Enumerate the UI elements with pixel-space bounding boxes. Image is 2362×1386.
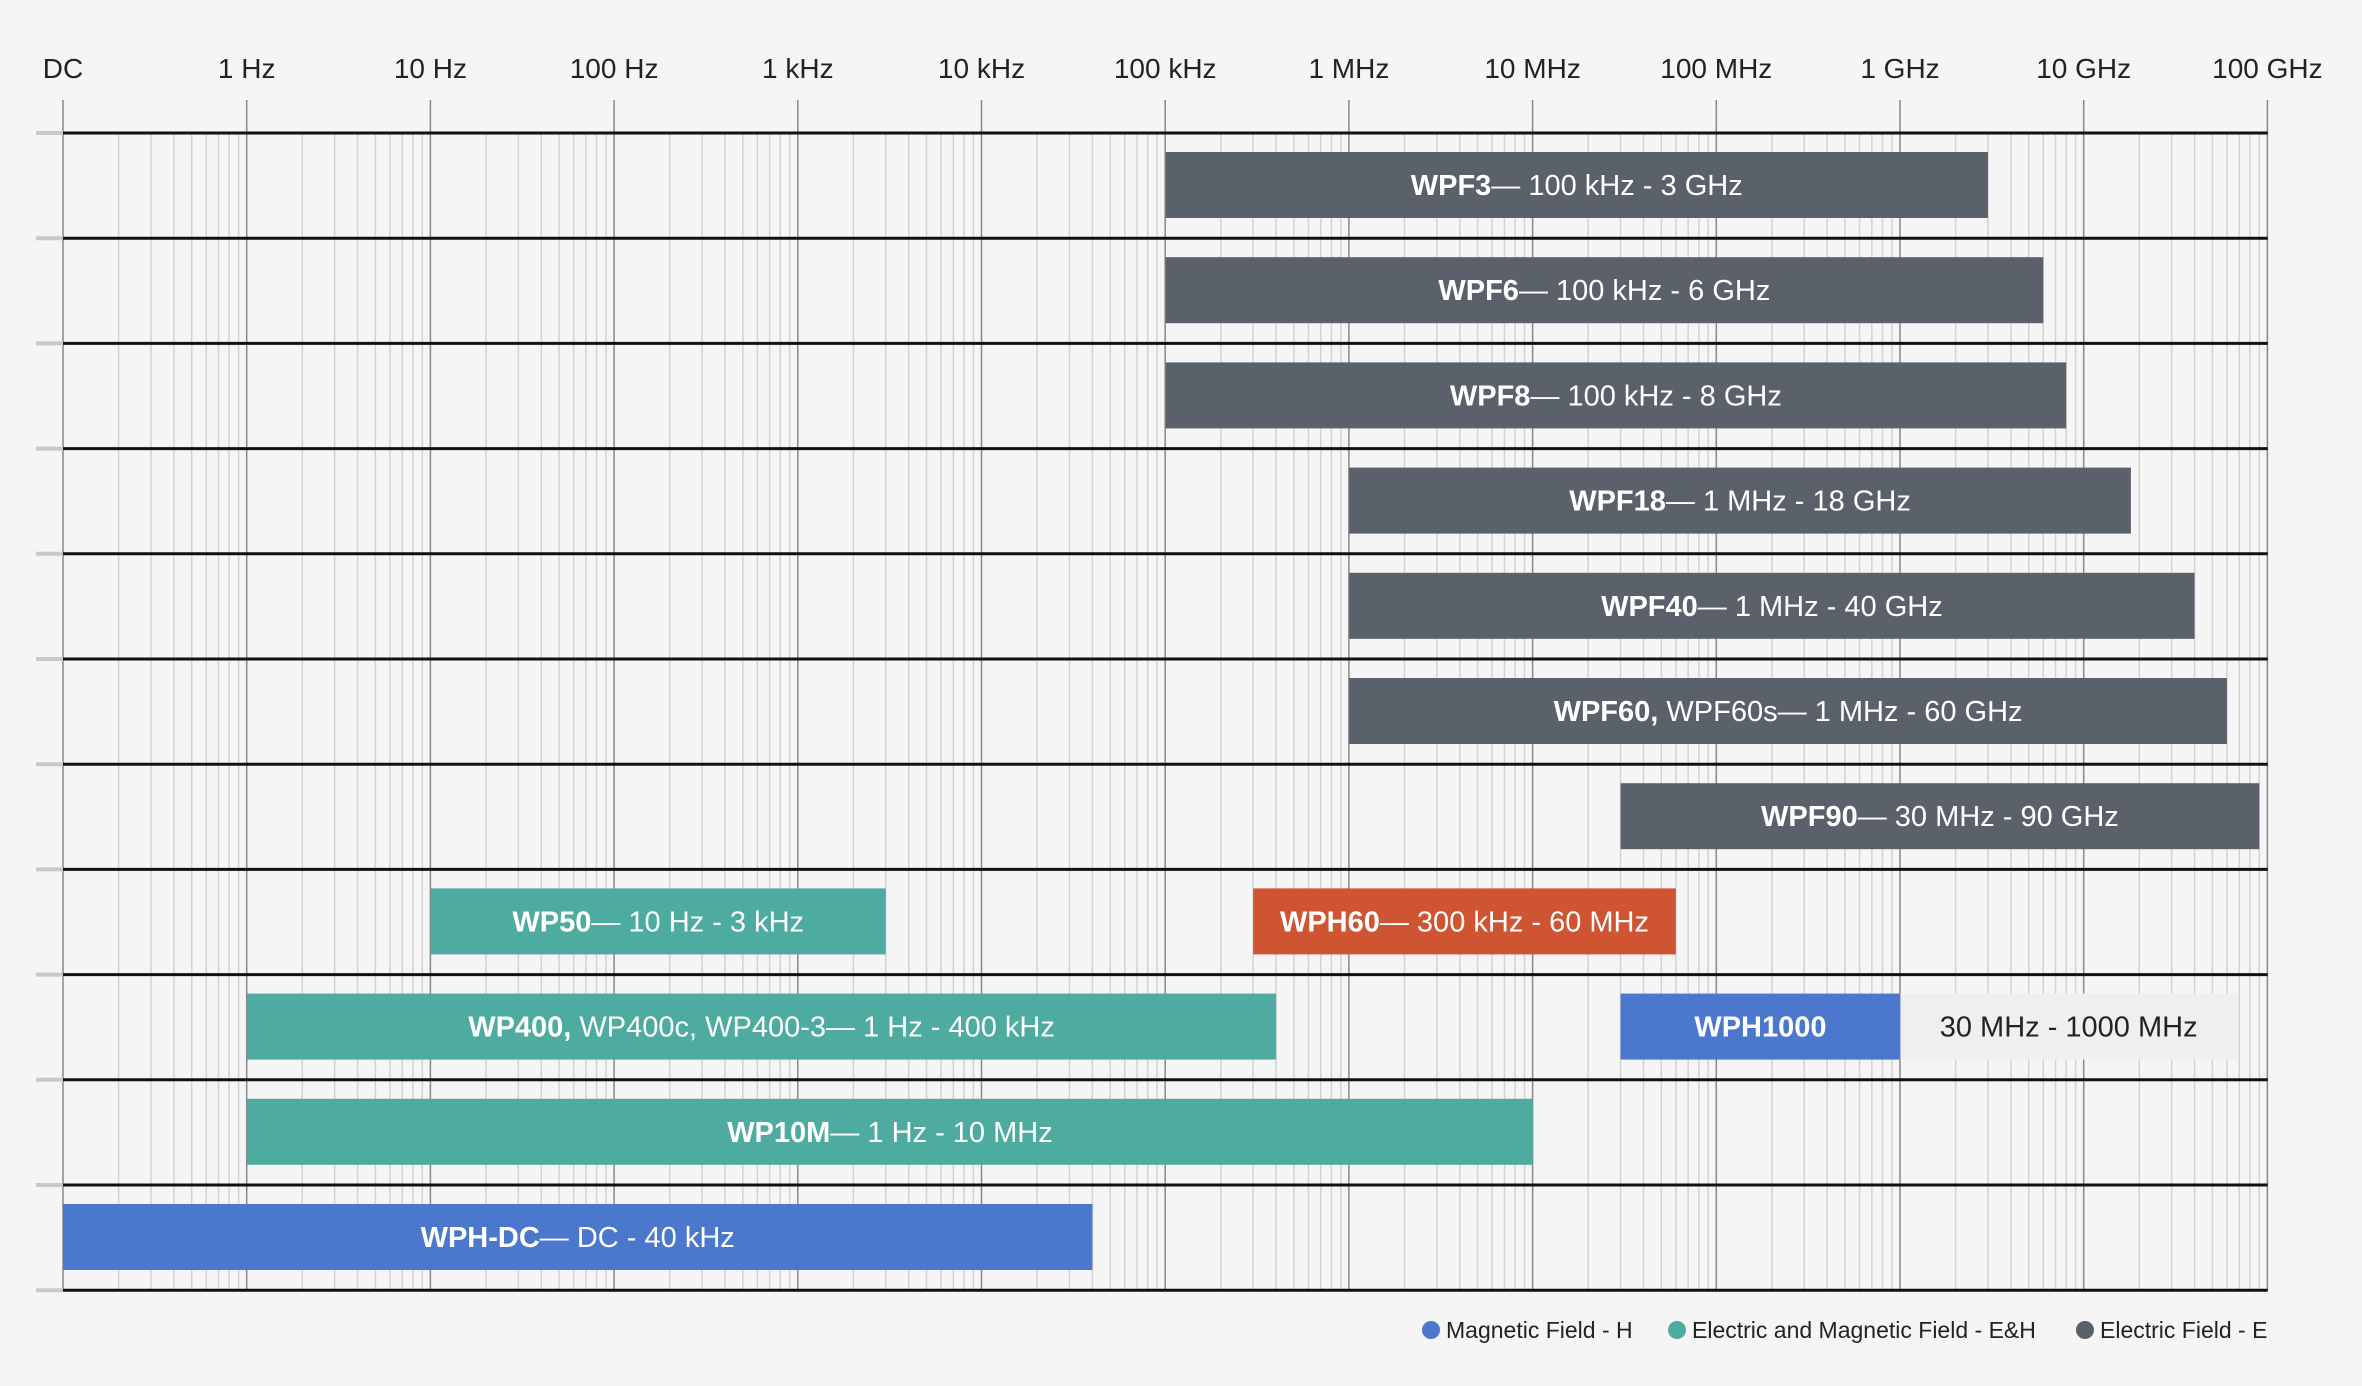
product-name: WPF6: [1438, 275, 1519, 307]
frequency-range: — DC - 40 kHz: [540, 1222, 735, 1254]
bar-rect: [247, 993, 1277, 1060]
range-label: 30 MHz - 1000 MHz: [1940, 1012, 2198, 1044]
legend-dot-icon: [2076, 1321, 2094, 1339]
product-name: WPF8: [1450, 380, 1531, 412]
bar-rect: [1620, 783, 2260, 850]
legend-item: Electric and Magnetic Field - E&H: [1668, 1317, 2036, 1343]
frequency-range: — 1 MHz - 40 GHz: [1698, 591, 1943, 623]
bar-rect: [1253, 888, 1676, 955]
bar-rect: [430, 888, 886, 955]
bar-wp400: WP400, WP400c, WP400-3— 1 Hz - 400 kHz: [247, 993, 1277, 1060]
bar-rect: [1165, 362, 2067, 429]
x-tick-label: 1 Hz: [218, 53, 276, 84]
x-tick-label: 100 Hz: [570, 53, 659, 84]
bar-rect: [1165, 152, 1988, 218]
legend-label: Magnetic Field - H: [1446, 1317, 1633, 1343]
bar-wpf90: WPF90— 30 MHz - 90 GHz: [1620, 783, 2260, 850]
x-tick-label: 10 MHz: [1484, 53, 1580, 84]
product-name: WPF60,: [1554, 696, 1659, 728]
product-name: WPF90: [1761, 801, 1858, 833]
bar-label: WPH1000: [1694, 1012, 1826, 1044]
product-name: WPF40: [1601, 591, 1698, 623]
legend: Magnetic Field - H Electric and Magnetic …: [1422, 1317, 2267, 1343]
product-name: WP400,: [468, 1012, 571, 1044]
bar-rect: [1349, 467, 2131, 534]
bar-wpf60: WPF60, WPF60s— 1 MHz - 60 GHz: [1349, 678, 2227, 744]
frequency-range: — 100 kHz - 8 GHz: [1530, 380, 1781, 412]
product-name: WPH60: [1280, 906, 1380, 938]
product-name: WPH1000: [1694, 1012, 1826, 1044]
bar-wpf3: WPF3— 100 kHz - 3 GHz: [1165, 152, 1988, 218]
range-label-box: [1900, 993, 2237, 1060]
bar-rect: [1349, 572, 2195, 639]
legend-label: Electric and Magnetic Field - E&H: [1692, 1317, 2036, 1343]
frequency-range: — 1 MHz - 18 GHz: [1666, 486, 1911, 518]
product-name-extra: WPF60s: [1658, 696, 1777, 728]
x-tick-label: 100 MHz: [1660, 53, 1772, 84]
frequency-range: — 100 kHz - 3 GHz: [1491, 170, 1742, 202]
frequency-range: — 100 kHz - 6 GHz: [1519, 275, 1770, 307]
legend-dot-icon: [1422, 1321, 1440, 1339]
x-tick-label: 1 kHz: [762, 53, 834, 84]
product-name: WP50: [512, 906, 591, 938]
frequency-range: — 1 Hz - 10 MHz: [830, 1117, 1052, 1149]
x-tick-label: 10 kHz: [938, 53, 1025, 84]
bar-label: WPF40— 1 MHz - 40 GHz: [1601, 591, 1943, 623]
product-name: WPF18: [1569, 486, 1666, 518]
legend-item: Magnetic Field - H: [1422, 1317, 1633, 1343]
product-name: WPF3: [1411, 170, 1492, 202]
bar-rect: [63, 1204, 1093, 1270]
frequency-range: — 10 Hz - 3 kHz: [591, 906, 804, 938]
bar-label: WPF18— 1 MHz - 18 GHz: [1569, 486, 1911, 518]
bar-label: WP50— 10 Hz - 3 kHz: [512, 906, 804, 938]
legend-item: Electric Field - E: [2076, 1317, 2267, 1343]
product-name: WP10M: [727, 1117, 830, 1149]
bar-wpf40: WPF40— 1 MHz - 40 GHz: [1349, 572, 2195, 639]
x-tick-label: 10 Hz: [394, 53, 467, 84]
bar-rect: [247, 1098, 1533, 1165]
frequency-range: — 1 Hz - 400 kHz: [826, 1012, 1055, 1044]
bar-label: WPF6— 100 kHz - 6 GHz: [1438, 275, 1770, 307]
row-lines: [36, 131, 2268, 1293]
bar-label: WP400, WP400c, WP400-3— 1 Hz - 400 kHz: [468, 1012, 1055, 1044]
product-name-extra: WP400c, WP400-3: [571, 1012, 826, 1044]
legend-dot-icon: [1668, 1321, 1686, 1339]
bar-wph60: WPH60— 300 kHz - 60 MHz: [1253, 888, 1676, 955]
legend-label: Electric Field - E: [2100, 1317, 2267, 1343]
x-tick-label: 1 MHz: [1308, 53, 1389, 84]
bar-wpf6: WPF6— 100 kHz - 6 GHz: [1165, 257, 2044, 324]
x-tick-label: DC: [43, 53, 83, 84]
bar-rect: [1349, 678, 2227, 744]
bar-wph-dc: WPH-DC— DC - 40 kHz: [63, 1204, 1093, 1270]
bar-wph1000: 30 MHz - 1000 MHz WPH1000: [1620, 993, 2237, 1060]
bar-label: WP10M— 1 Hz - 10 MHz: [727, 1117, 1053, 1149]
bar-label: WPH60— 300 kHz - 60 MHz: [1280, 906, 1649, 938]
bar-wpf18: WPF18— 1 MHz - 18 GHz: [1349, 467, 2131, 534]
bar-rect: [1165, 257, 2044, 324]
x-tick-label: 1 GHz: [1860, 53, 1939, 84]
bar-label: WPF8— 100 kHz - 8 GHz: [1450, 380, 1782, 412]
bar-wp10m: WP10M— 1 Hz - 10 MHz: [247, 1098, 1533, 1165]
frequency-range: — 30 MHz - 90 GHz: [1858, 801, 2119, 833]
product-name: WPH-DC: [421, 1222, 540, 1254]
bars: WPF3— 100 kHz - 3 GHz WPF6— 100 kHz - 6 G…: [63, 152, 2260, 1270]
bar-rect: [1620, 993, 1901, 1060]
x-tick-label: 100 GHz: [2212, 53, 2323, 84]
x-tick-label: 10 GHz: [2036, 53, 2131, 84]
bar-wp50: WP50— 10 Hz - 3 kHz: [430, 888, 886, 955]
bar-label: WPF3— 100 kHz - 3 GHz: [1411, 170, 1743, 202]
bar-wpf8: WPF8— 100 kHz - 8 GHz: [1165, 362, 2067, 429]
x-tick-label: 100 kHz: [1114, 53, 1217, 84]
frequency-range: — 1 MHz - 60 GHz: [1778, 696, 2023, 728]
x-axis-tick-labels: DC 1 Hz 10 Hz 100 Hz 1 kHz 10 kHz 100 kHz 1 MHz…: [43, 53, 2323, 84]
bar-label: WPF60, WPF60s— 1 MHz - 60 GHz: [1554, 696, 2023, 728]
frequency-range: — 300 kHz - 60 MHz: [1380, 906, 1649, 938]
bar-label: WPF90— 30 MHz - 90 GHz: [1761, 801, 2119, 833]
bar-label: WPH-DC— DC - 40 kHz: [421, 1222, 735, 1254]
